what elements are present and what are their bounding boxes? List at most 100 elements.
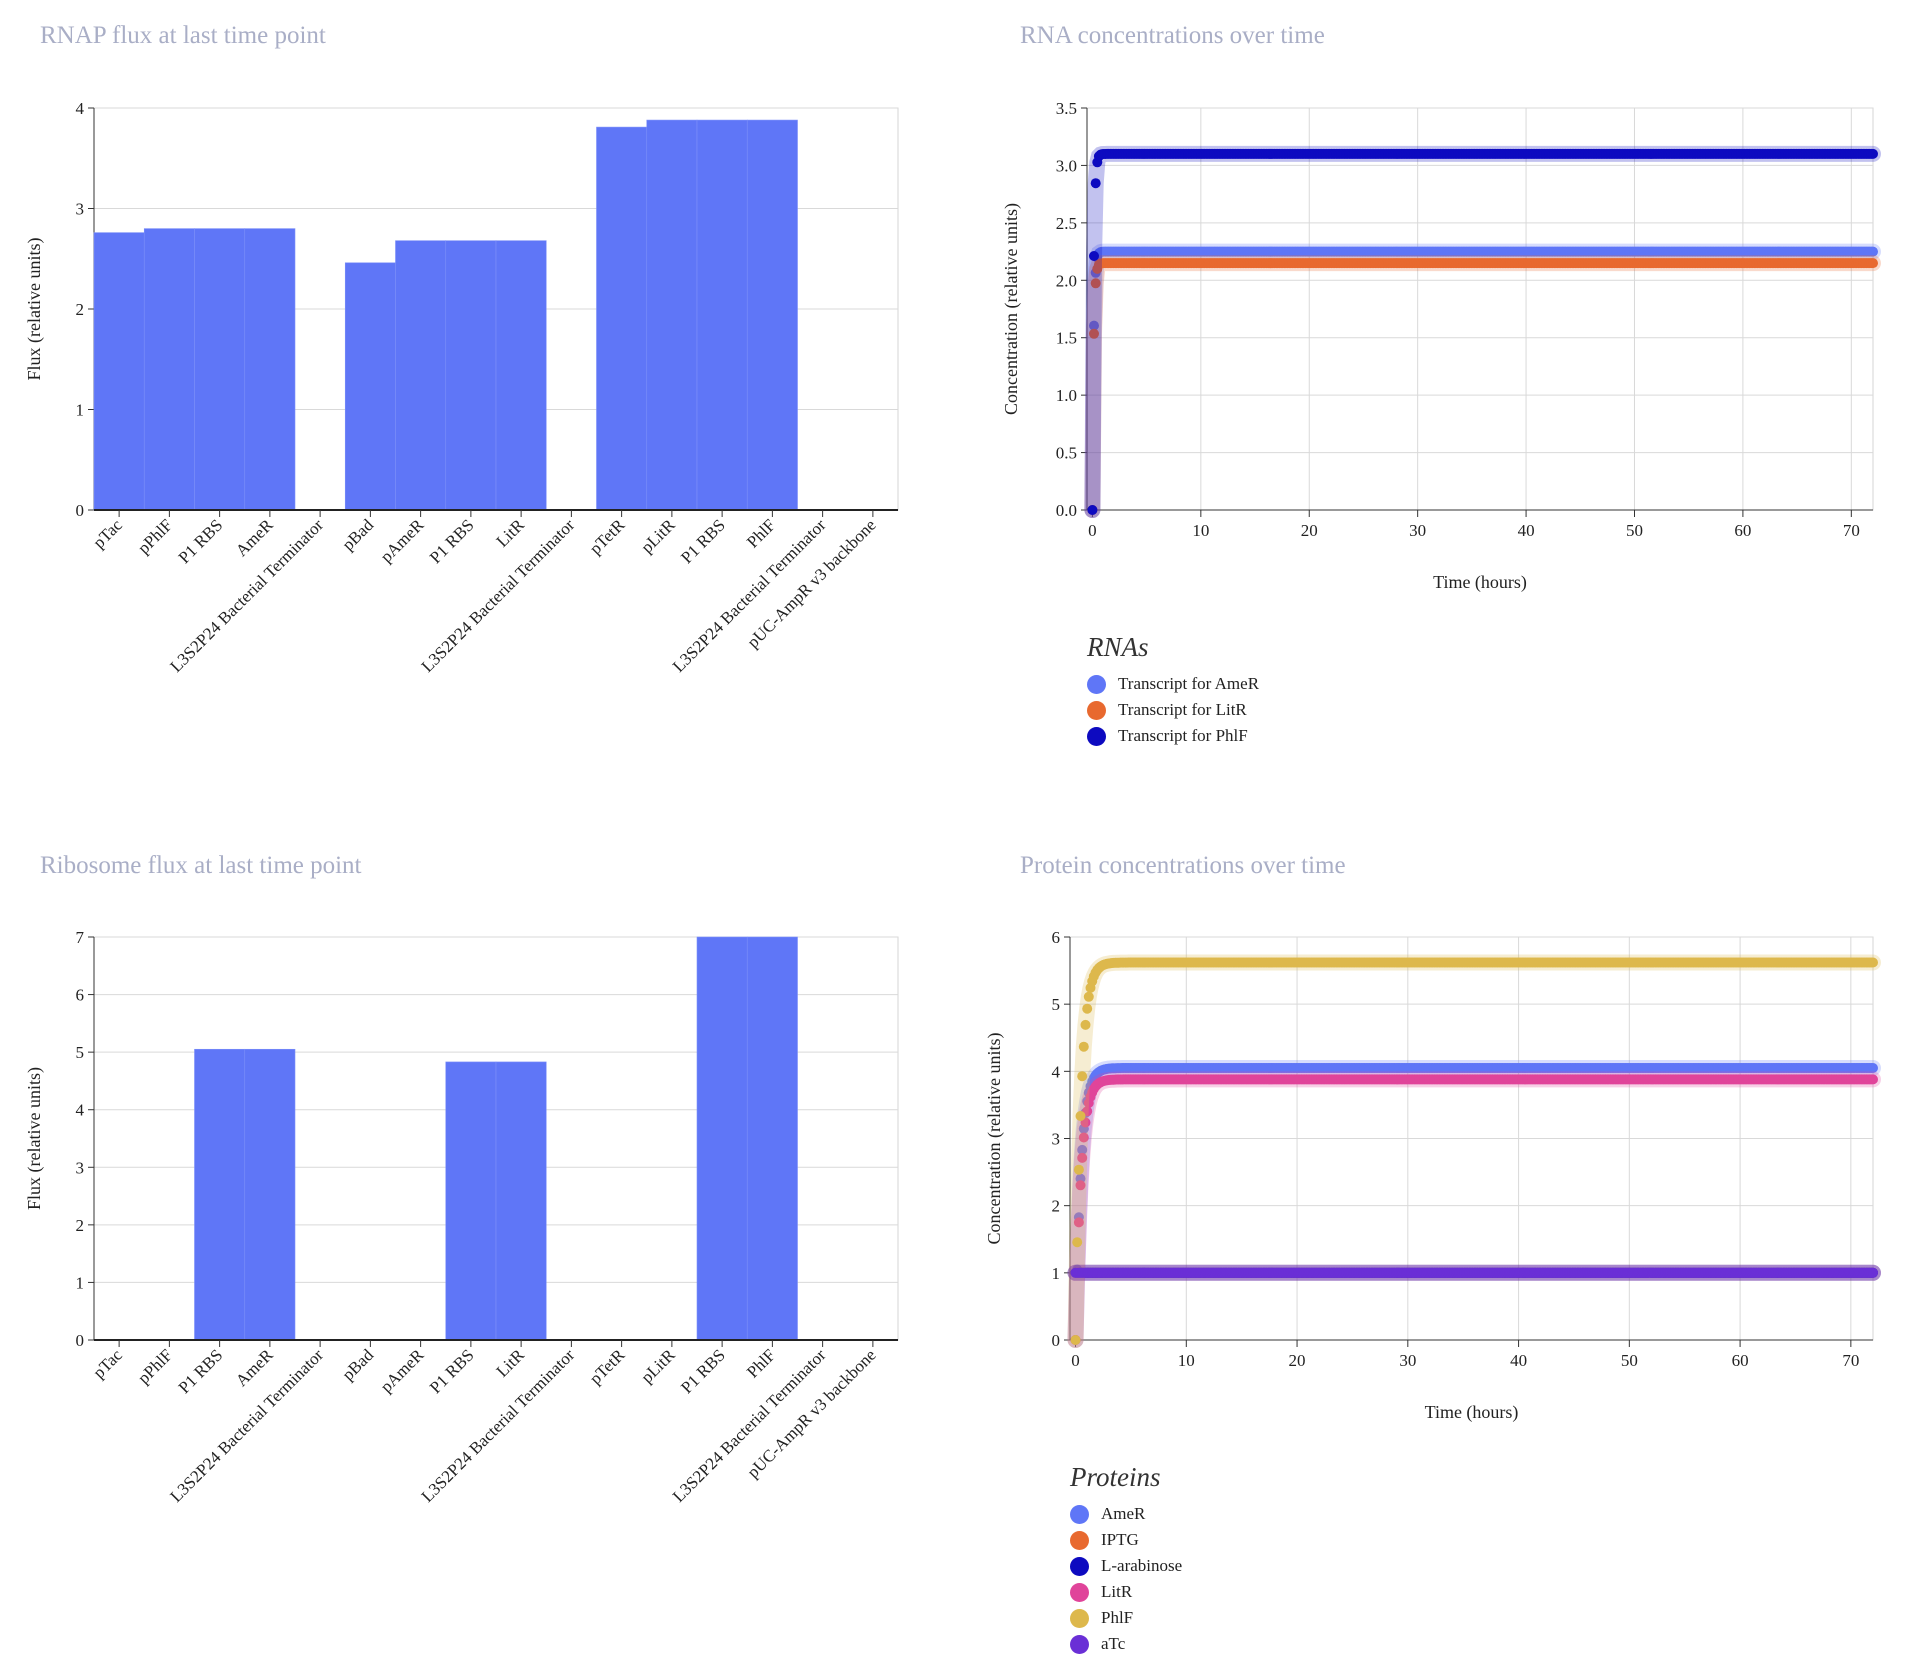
x-tick-label: 0	[1088, 521, 1097, 540]
x-tick-label: P1 RBS	[426, 515, 478, 567]
x-tick-label: P1 RBS	[677, 1345, 729, 1397]
bar	[696, 936, 748, 1341]
bar	[395, 240, 447, 511]
data-point	[1089, 251, 1099, 261]
plot-frame	[1086, 107, 1874, 511]
data-point	[1077, 1152, 1088, 1163]
x-axis-label: Time (hours)	[1433, 572, 1527, 593]
legend-item[interactable]: LitR	[1070, 1579, 1182, 1605]
data-point	[1075, 1111, 1086, 1121]
ribosome-chart-title: Ribosome flux at last time point	[40, 852, 362, 879]
data-point	[1087, 505, 1098, 515]
x-tick-label: pTac	[89, 1345, 126, 1382]
legend-swatch	[1087, 700, 1106, 720]
legend-item[interactable]: AmeR	[1070, 1501, 1182, 1527]
y-tick-label: 1	[76, 401, 85, 420]
legend-item[interactable]: Transcript for AmeR	[1087, 671, 1259, 697]
x-tick-label: P1 RBS	[677, 515, 729, 567]
legend-swatch	[1087, 674, 1106, 694]
legend-item[interactable]: IPTG	[1070, 1527, 1182, 1553]
series	[1084, 255, 1881, 518]
x-tick-label: pPhlF	[134, 1345, 176, 1387]
legend-swatch	[1087, 726, 1106, 746]
bar	[596, 126, 648, 511]
x-tick-label: LitR	[492, 515, 528, 551]
legend-label: L-arabinose	[1101, 1556, 1183, 1575]
y-tick-label: 6	[1052, 928, 1061, 947]
protein-chart-title: Protein concentrations over time	[1020, 852, 1346, 879]
legend-label: PhlF	[1101, 1608, 1134, 1627]
legend-item[interactable]: Transcript for LitR	[1087, 697, 1259, 723]
x-tick-label: pTetR	[586, 1345, 629, 1388]
rna-legend-title: RNAs	[1087, 632, 1149, 662]
data-point	[1089, 320, 1099, 331]
bar	[746, 936, 798, 1341]
ribosome-flux-panel: Ribosome flux at last time point 0 1 2 3 4 5 6…	[0, 830, 960, 1670]
x-tick-label: 60	[1732, 1351, 1749, 1370]
rna-concentration-scatter-chart: 0.0 0.5 1.0 1.5 2.0 2.5 3.0 3.5 0 10 20 30 40 50 60 70 T…	[1001, 99, 1881, 593]
y-tick-label: 4	[76, 99, 85, 118]
data-point	[1070, 1335, 1081, 1345]
legend-item[interactable]: PhlF	[1070, 1605, 1182, 1631]
data-point	[1078, 1041, 1089, 1052]
y-tick-label: 1.5	[1056, 329, 1077, 348]
series	[1084, 145, 1881, 518]
protein-legend-items: AmeR IPTG L-arabinose LitR PhlF aTc	[1070, 1501, 1182, 1657]
y-tick-label: 2.0	[1056, 271, 1077, 290]
data-point	[1080, 1019, 1091, 1030]
bar	[143, 228, 195, 511]
bar	[445, 240, 497, 511]
x-tick-label: P1 RBS	[175, 515, 227, 567]
x-tick-label: 60	[1734, 521, 1751, 540]
data-point	[1868, 957, 1878, 968]
x-tick-label: 40	[1510, 1351, 1527, 1370]
x-tick-label: pAmeR	[377, 515, 428, 566]
x-tick-label: 0	[1071, 1351, 1080, 1370]
y-tick-label: 2	[1052, 1197, 1061, 1216]
legend-item[interactable]: L-arabinose	[1070, 1553, 1182, 1579]
x-tick-label: 70	[1842, 1351, 1859, 1370]
bar	[646, 119, 698, 511]
rnap-chart-title: RNAP flux at last time point	[40, 22, 326, 49]
data-point	[1868, 1063, 1878, 1073]
y-tick-label: 4	[76, 1101, 85, 1120]
y-axis-label: Flux (relative units)	[24, 1067, 45, 1210]
x-tick-label: P1 RBS	[175, 1345, 227, 1397]
series	[1084, 243, 1881, 518]
data-point	[1072, 1237, 1083, 1248]
x-tick-label: pBad	[338, 515, 377, 554]
x-tick-label: 20	[1301, 521, 1318, 540]
legend-label: Transcript for LitR	[1118, 700, 1247, 719]
x-tick-label: AmeR	[232, 515, 277, 560]
legend-label: aTc	[1101, 1634, 1126, 1653]
bar	[244, 1048, 296, 1341]
series-confidence-band	[1067, 1071, 1881, 1348]
rna-concentration-panel: RNA concentrations over time 0.0 0.5 1.0 1.…	[960, 0, 1912, 830]
legend-swatch	[1070, 1556, 1089, 1576]
y-tick-label: 4	[1052, 1062, 1061, 1081]
y-axis-label: Concentration (relative units)	[984, 1033, 1005, 1245]
legend-item[interactable]: Transcript for PhlF	[1087, 723, 1259, 749]
bar	[194, 1048, 246, 1341]
x-tick-label: pLitR	[637, 1345, 679, 1387]
series	[1067, 1060, 1881, 1348]
legend-label: IPTG	[1101, 1530, 1139, 1549]
x-tick-label: pTac	[89, 515, 126, 552]
y-tick-label: 1.0	[1056, 386, 1077, 405]
x-tick-label: pLitR	[637, 515, 679, 557]
y-tick-label: 3	[76, 200, 85, 219]
data-point	[1868, 258, 1878, 269]
x-axis-label: Time (hours)	[1425, 1402, 1519, 1423]
legend-item[interactable]: aTc	[1070, 1631, 1182, 1657]
data-point	[1083, 991, 1094, 1002]
series-confidence-band	[1067, 1060, 1881, 1348]
data-point	[1868, 1267, 1878, 1278]
bar	[445, 1061, 497, 1341]
series-confidence-band	[1084, 145, 1881, 518]
rna-legend: RNAs Transcript for AmeR Transcript for …	[1087, 632, 1259, 749]
legend-label: LitR	[1101, 1582, 1133, 1601]
y-tick-label: 7	[76, 928, 85, 947]
x-tick-label: 50	[1626, 521, 1643, 540]
data-point	[1073, 1217, 1084, 1228]
